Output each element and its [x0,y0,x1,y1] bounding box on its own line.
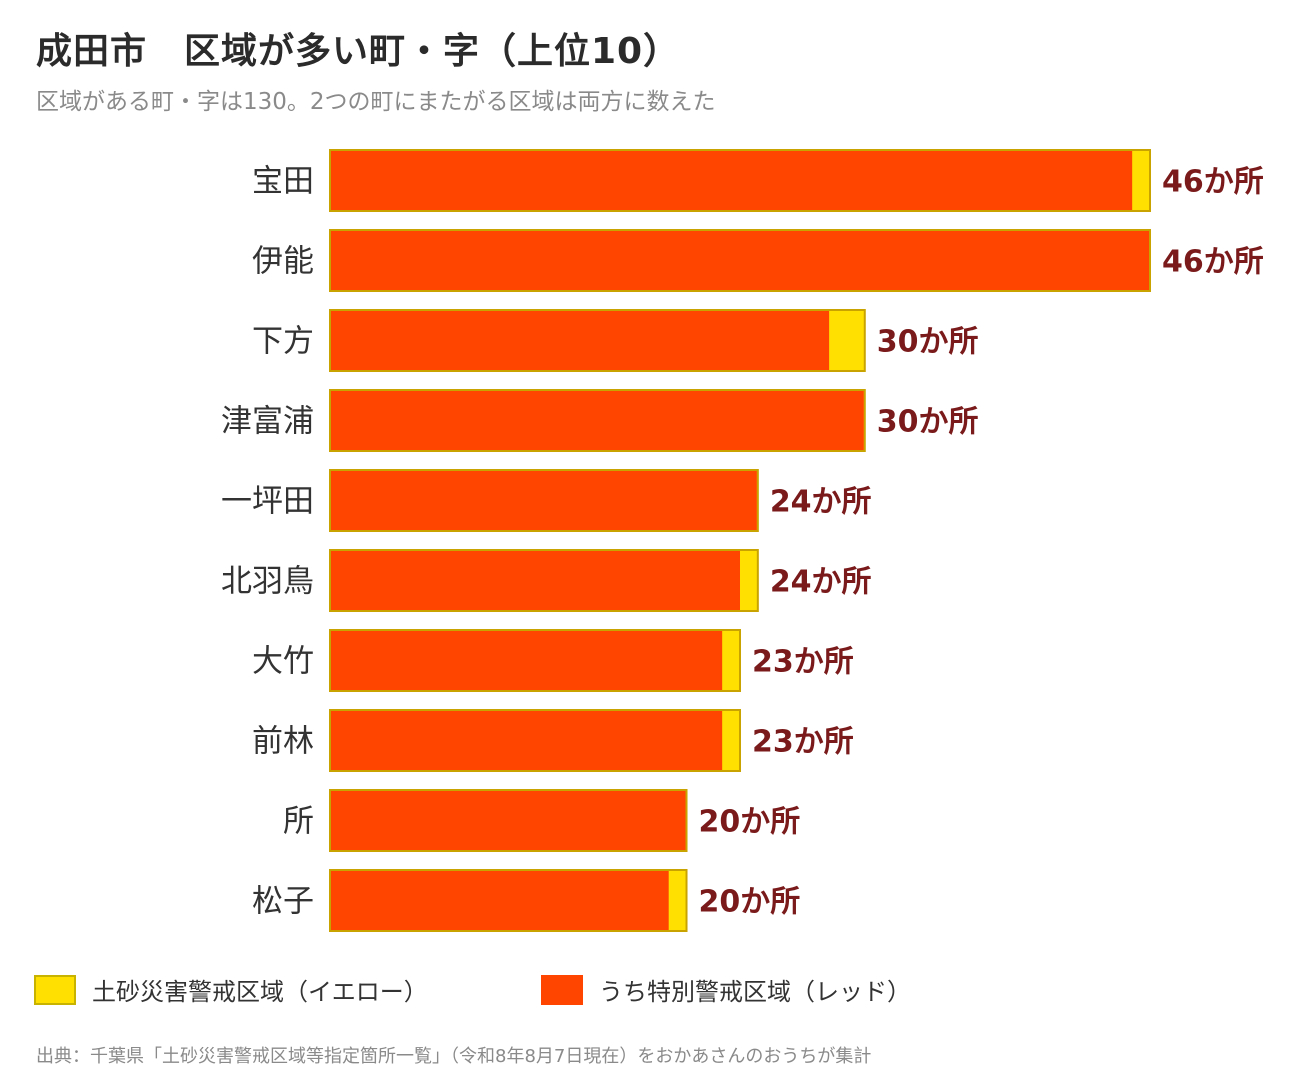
bar-red-8 [331,791,686,850]
value-label-4: 24か所 [770,485,872,520]
bar-red-5 [331,551,740,610]
legend-item-red: うち特別警戒区域（レッド） [541,972,911,1007]
category-label-3: 津富浦 [221,404,314,440]
bar-red-6 [331,631,723,690]
legend-swatch-red [541,974,583,1005]
category-label-4: 一坪田 [221,484,314,520]
value-label-5: 24か所 [770,565,872,600]
value-label-6: 23か所 [752,645,854,680]
chart-title: 成田市 区域が多い町・字（上位10） [36,31,681,72]
bar-red-9 [331,871,669,930]
value-label-8: 20か所 [699,805,801,840]
legend-swatch-yellow [34,974,76,1005]
category-label-5: 北羽鳥 [221,564,314,600]
category-label-9: 松子 [252,884,314,920]
value-label-2: 30か所 [877,325,979,360]
category-label-2: 下方 [252,324,314,360]
legend-item-yellow: 土砂災害警戒区域（イエロー） [34,972,428,1007]
bar-red-2 [331,311,830,370]
bar-red-3 [331,391,864,450]
category-label-8: 所 [283,804,314,840]
value-label-0: 46か所 [1162,165,1264,200]
chart-subtitle: 区域がある町・字は130。2つの町にまたがる区域は両方に数えた [36,89,716,115]
category-label-6: 大竹 [252,644,314,680]
category-label-1: 伊能 [252,244,314,280]
legend-label-red: うち特別警戒区域（レッド） [599,978,911,1006]
bar-red-7 [331,711,723,770]
value-label-1: 46か所 [1162,245,1264,280]
bar-red-4 [331,471,757,530]
bar-red-0 [331,151,1133,210]
value-label-9: 20か所 [699,885,801,920]
value-label-3: 30か所 [877,405,979,440]
category-label-7: 前林 [252,724,314,760]
legend-label-yellow: 土砂災害警戒区域（イエロー） [92,978,428,1006]
bar-red-1 [331,231,1149,290]
source-note: 出典：千葉県「土砂災害警戒区域等指定箇所一覧」（令和8年8月7日現在）をおかあさ… [36,1046,872,1067]
category-label-0: 宝田 [252,164,314,200]
value-label-7: 23か所 [752,725,854,760]
